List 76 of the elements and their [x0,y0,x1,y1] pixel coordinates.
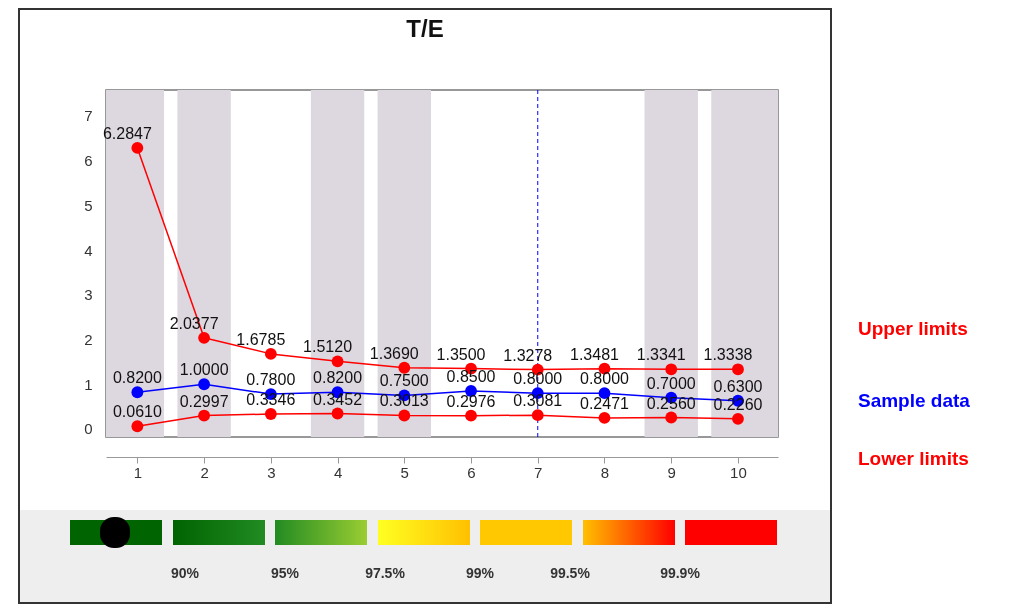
point [732,412,744,425]
data-label: 0.2260 [713,395,763,413]
y-tick-label: 3 [84,286,93,304]
data-label: 0.2997 [179,392,229,410]
point [198,331,211,344]
data-label: 1.3481 [570,345,620,363]
data-label: 0.2560 [646,394,696,412]
data-label: 1.3341 [636,346,686,364]
data-label: 0.7000 [646,374,696,392]
point [398,361,411,374]
point [398,409,411,422]
point [264,408,277,420]
point [264,347,277,360]
point [665,363,678,376]
data-label: 0.0610 [112,403,162,421]
point [465,409,477,422]
point [598,412,611,424]
data-label: 0.3452 [313,390,363,408]
data-label: 0.6300 [713,377,763,395]
point [131,386,144,399]
text: Upper limits [857,318,968,340]
text: Lower limits [857,447,969,469]
data-label: 0.7500 [379,372,429,390]
data-label: 1.3690 [369,344,419,362]
data-label: 0.3346 [246,390,296,408]
point [732,363,744,376]
data-label: 0.3013 [379,392,429,410]
x-tick-label: 8 [600,463,610,481]
text: 95% [270,565,300,581]
point [331,355,344,368]
point [131,142,144,154]
y-tick-label: 6 [84,152,93,170]
data-label: 6.2847 [102,124,152,142]
data-label: 0.8000 [580,370,630,388]
data-label: 0.8500 [446,367,496,385]
point [665,411,678,424]
point [198,378,211,391]
x-tick-label: 7 [534,463,543,481]
chart-title: T/E [406,14,444,42]
data-label: 1.5120 [303,338,353,356]
x-tick-label: 9 [667,463,676,481]
x-tick-label: 5 [400,463,409,481]
point [531,409,544,422]
data-label: 1.3338 [703,346,753,364]
point [331,407,344,420]
text: Sample data [857,389,971,411]
x-tick-label: 6 [467,463,476,481]
y-tick-label: 1 [84,375,93,393]
data-label: 0.2471 [580,394,630,412]
text: 99.5% [550,565,590,581]
y-tick-label: 0 [84,420,93,438]
data-label: 0.8000 [513,370,563,388]
x-tick-label: 2 [200,463,209,481]
text: 90% [170,565,200,581]
data-label: 0.3081 [513,392,563,410]
data-label: 1.0000 [179,361,229,379]
data-label: 0.7800 [246,371,296,389]
y-tick-label: 7 [84,107,93,125]
x-tick-label: 4 [333,463,343,481]
y-tick-label: 2 [84,331,93,349]
y-tick-label: 5 [84,196,93,214]
x-tick-label: 10 [730,463,747,481]
point [198,409,211,422]
x-tick-label: 3 [267,463,276,481]
data-label: 0.2976 [446,392,496,410]
text: 99.9% [660,565,700,581]
data-label: 1.3278 [503,346,553,364]
data-label: 0.8200 [313,369,363,387]
text: 99% [465,565,495,581]
y-tick-label: 4 [84,241,93,259]
data-label: 1.6785 [236,330,286,348]
data-label: 1.3500 [436,345,486,363]
x-tick-label: 1 [133,463,143,481]
text: 97.5% [365,565,405,581]
data-label: 0.8200 [112,369,162,387]
point [131,420,144,433]
